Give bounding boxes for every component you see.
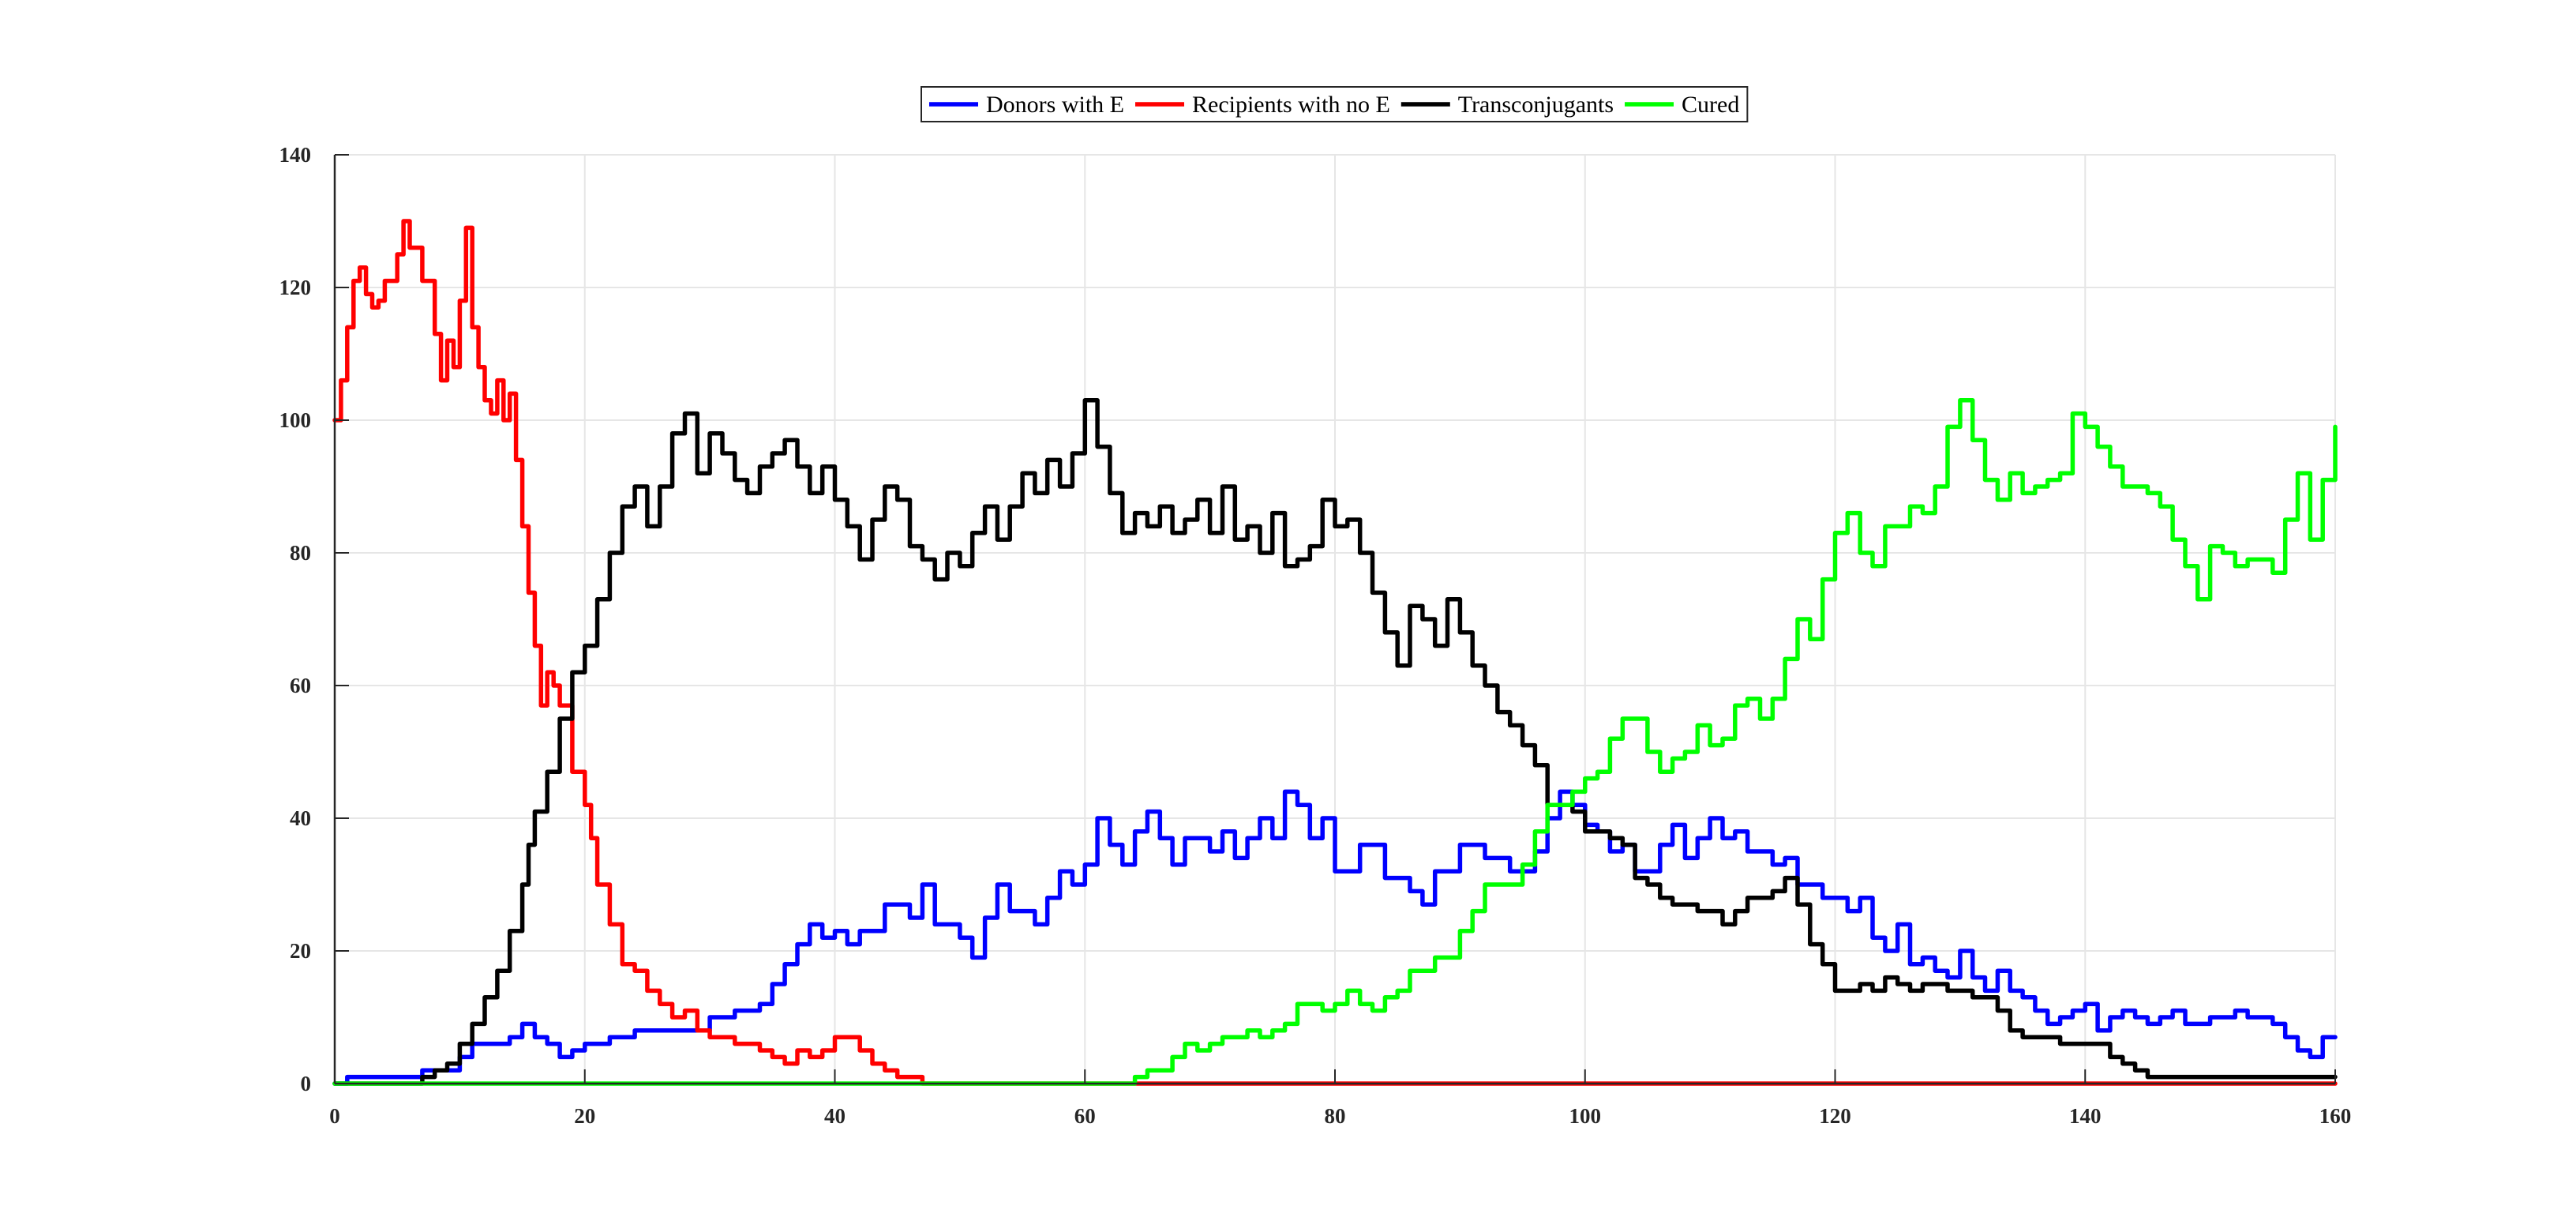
y-tick-label: 60	[290, 674, 311, 697]
y-tick-label: 120	[279, 276, 312, 299]
series-line-cured	[332, 398, 2338, 1086]
x-tick-label: 20	[574, 1104, 595, 1128]
y-tick-label: 100	[279, 408, 312, 432]
x-tick-label: 100	[1569, 1104, 1602, 1128]
legend-label-transconjugants: Transconjugants	[1458, 92, 1614, 118]
x-tick-label: 0	[329, 1104, 340, 1128]
legend-label-recipients-with-no-e: Recipients with no E	[1192, 92, 1390, 118]
x-tick-label: 160	[2319, 1104, 2352, 1128]
x-tick-label: 60	[1074, 1104, 1096, 1128]
legend: Donors with E Recipients with no E Transco…	[921, 86, 1749, 122]
x-tick-label: 40	[824, 1104, 846, 1128]
series-line-recipients-with-no-e	[332, 219, 2338, 1086]
y-axis-ticks: 0 20 40 60 80 100 120 140	[279, 143, 349, 1095]
x-tick-label: 80	[1325, 1104, 1346, 1128]
series-line-donors-with-e	[332, 789, 2338, 1086]
legend-label-donors-with-e: Donors with E	[986, 92, 1124, 118]
x-tick-label: 120	[1819, 1104, 1851, 1128]
y-tick-label: 0	[301, 1072, 312, 1095]
legend-box	[921, 86, 1749, 122]
y-tick-label: 20	[290, 939, 311, 963]
legend-label-cured: Cured	[1682, 92, 1739, 118]
y-tick-label: 40	[290, 806, 311, 830]
x-axis-ticks: 0 20 40 60 80 100 120 140 160	[329, 1069, 2351, 1128]
y-tick-label: 80	[290, 541, 311, 565]
x-tick-label: 140	[2069, 1104, 2102, 1128]
series-lines	[332, 219, 2338, 1086]
series-line-transconjugants	[332, 398, 2338, 1086]
y-tick-label: 140	[279, 143, 312, 167]
